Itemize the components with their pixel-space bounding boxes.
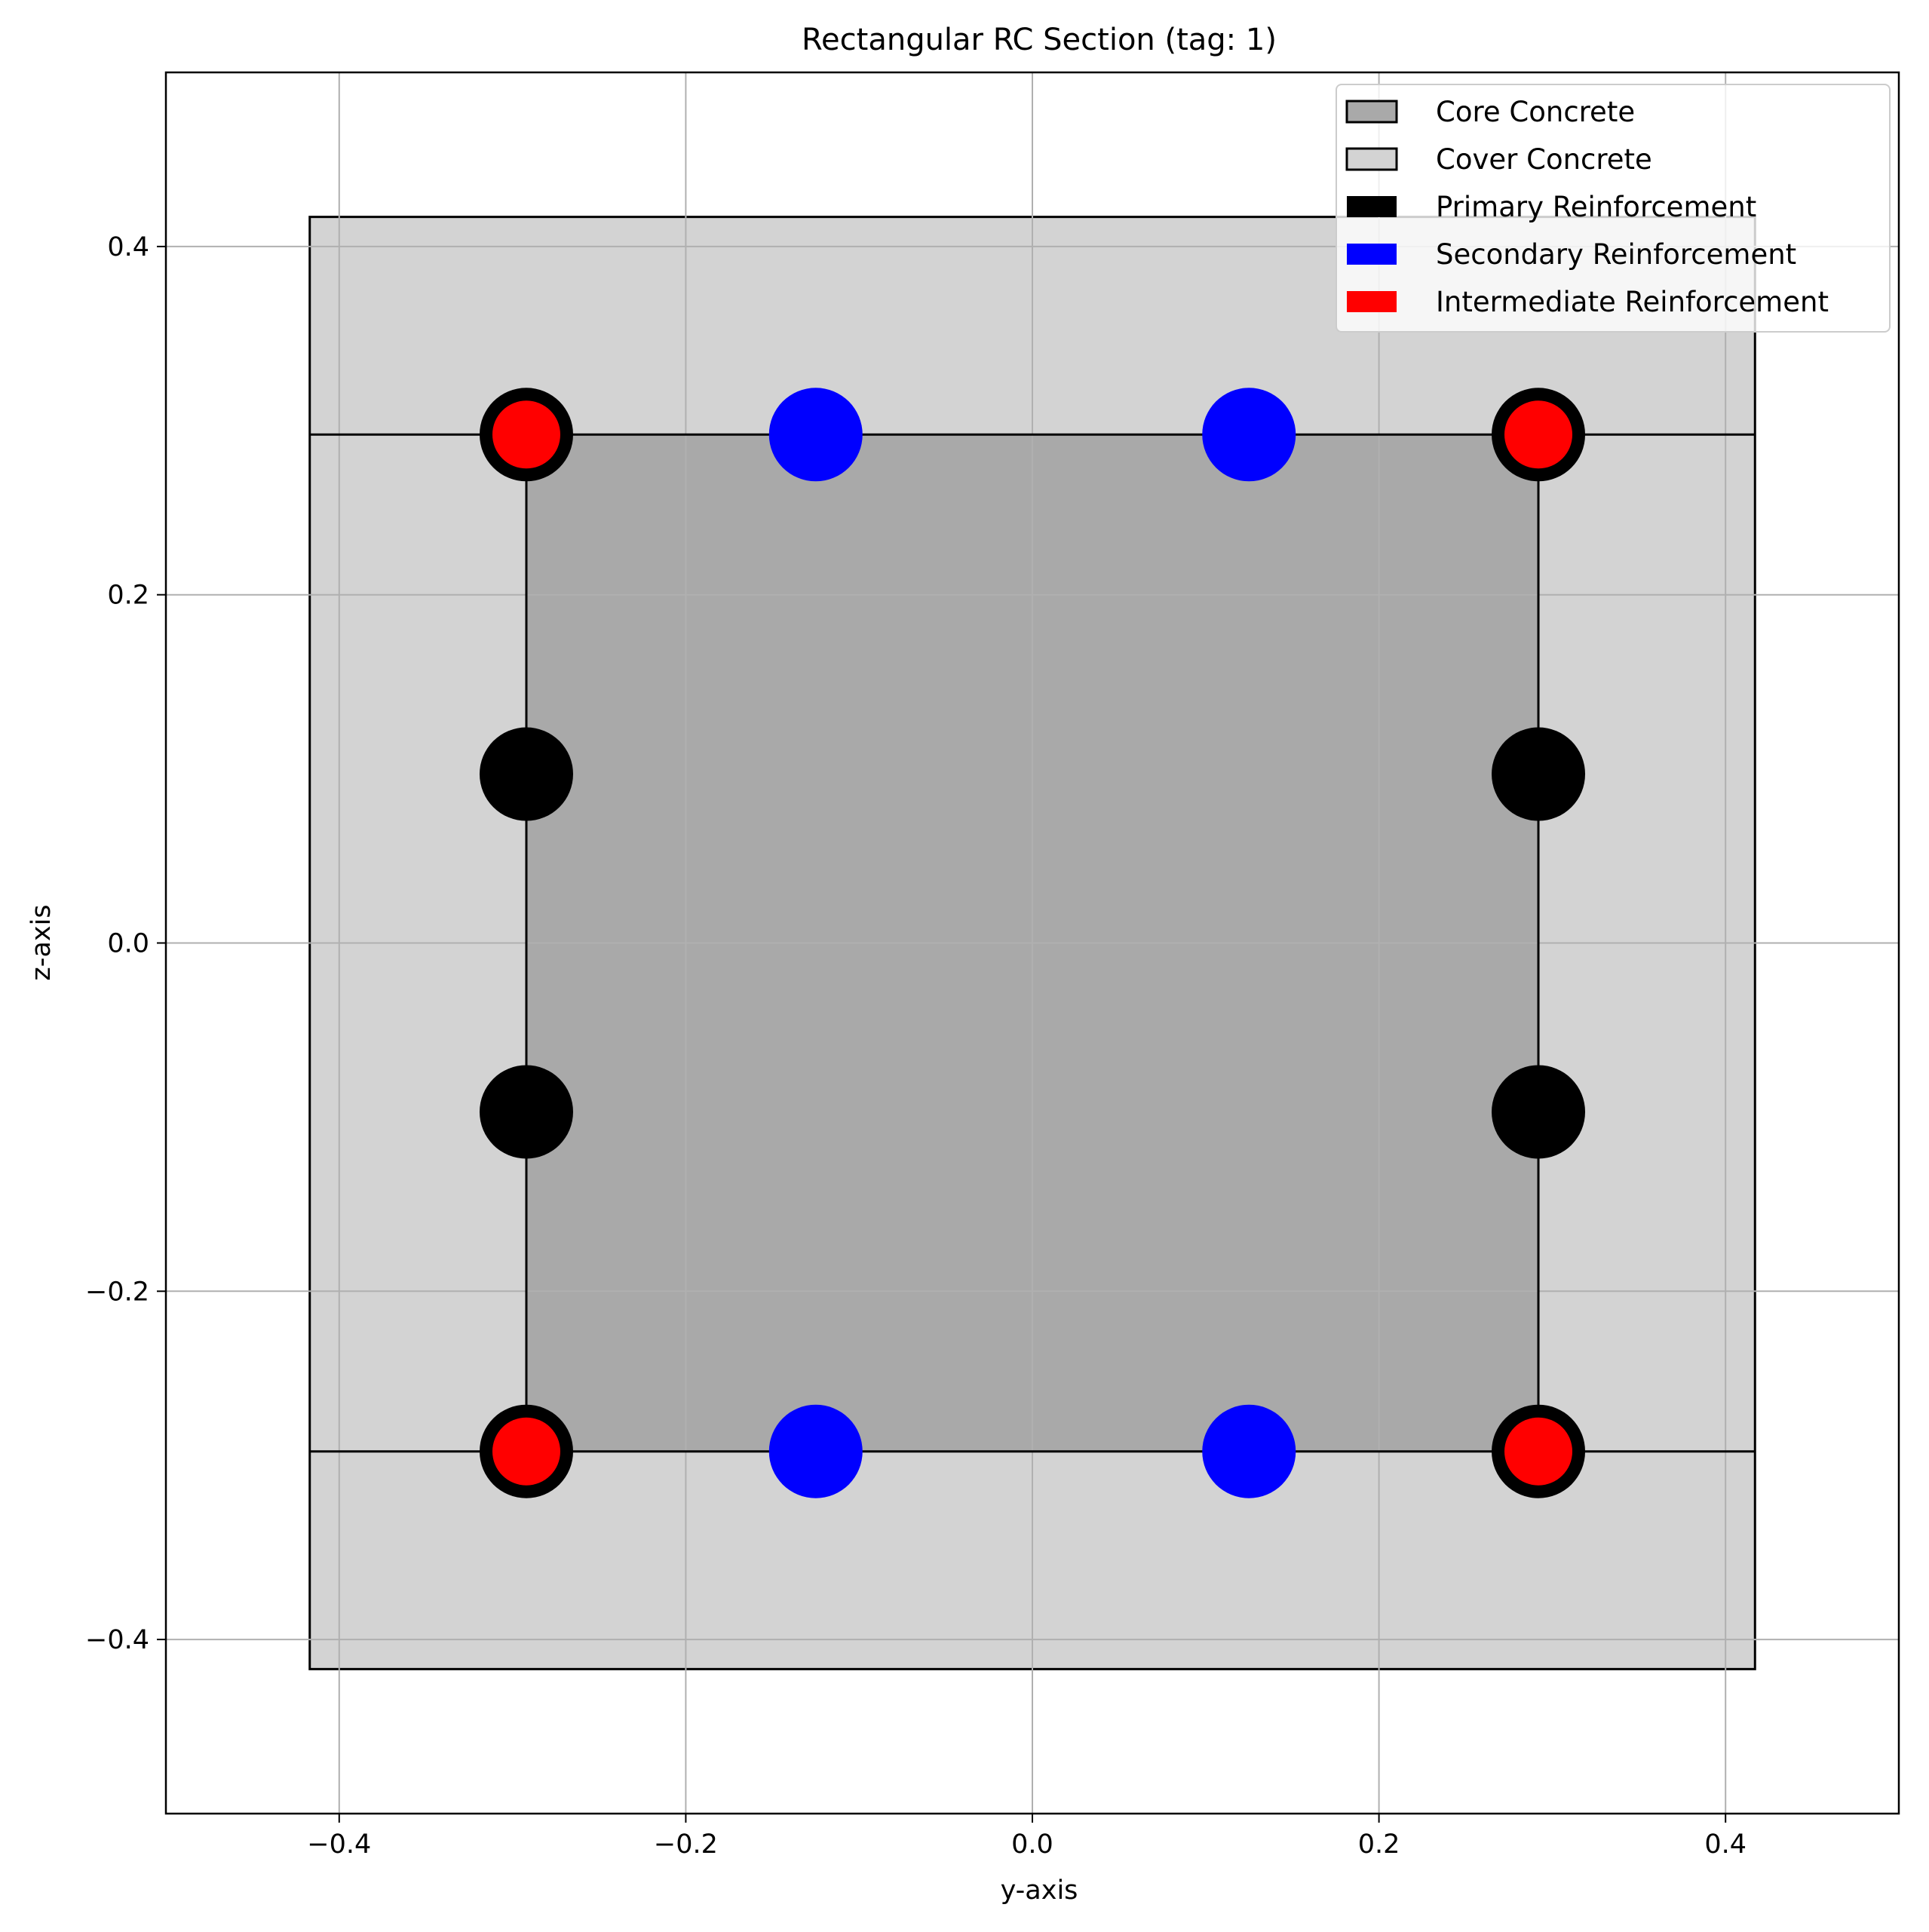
legend-label: Secondary Reinforcement <box>1436 238 1796 271</box>
chart-title: Rectangular RC Section (tag: 1) <box>802 23 1277 57</box>
x-tick-label: −0.4 <box>307 1829 371 1860</box>
x-tick-label: 0.2 <box>1358 1829 1400 1860</box>
x-tick-label: −0.2 <box>654 1829 718 1860</box>
y-tick-label: 0.2 <box>107 581 149 611</box>
legend-swatch <box>1345 100 1398 124</box>
legend-label: Cover Concrete <box>1436 143 1652 176</box>
intermediate-bar <box>1504 400 1573 469</box>
primary-bar <box>1492 1065 1586 1159</box>
y-tick-label: 0.4 <box>107 232 149 262</box>
legend-label: Core Concrete <box>1436 96 1635 128</box>
secondary-bar <box>768 388 863 482</box>
legend-swatch <box>1347 196 1397 217</box>
primary-bar <box>479 1065 573 1159</box>
legend-label: Intermediate Reinforcement <box>1436 286 1829 318</box>
legend-swatch <box>1347 244 1397 265</box>
x-tick-label: 0.4 <box>1704 1829 1747 1860</box>
x-axis-label: y-axis <box>1001 1875 1078 1906</box>
secondary-bar <box>768 1404 863 1498</box>
x-tick-label: 0.0 <box>1011 1829 1053 1860</box>
legend-swatch <box>1347 291 1397 312</box>
plot-area: −0.4 −0.2 0.0 0.2 0.4 0.4 0.2 0.0 −0.2 −0.4 <box>85 71 1900 1860</box>
intermediate-bar <box>492 1417 560 1486</box>
legend-box <box>1336 84 1891 333</box>
legend-label: Primary Reinforcement <box>1436 191 1756 223</box>
secondary-bar <box>1202 388 1296 482</box>
y-tick-label: −0.4 <box>85 1625 149 1655</box>
primary-bar <box>1492 727 1586 821</box>
intermediate-bar <box>492 400 560 469</box>
legend-swatch <box>1345 147 1398 171</box>
legend: Core Concrete Cover Concrete Primary Reinf… <box>1336 84 1891 333</box>
y-tick-label: 0.0 <box>107 929 149 959</box>
y-axis-label: z-axis <box>26 904 57 980</box>
y-tick-label: −0.2 <box>85 1277 149 1307</box>
secondary-bar <box>1202 1404 1296 1498</box>
primary-bar <box>479 727 573 821</box>
intermediate-bar <box>1504 1417 1573 1486</box>
